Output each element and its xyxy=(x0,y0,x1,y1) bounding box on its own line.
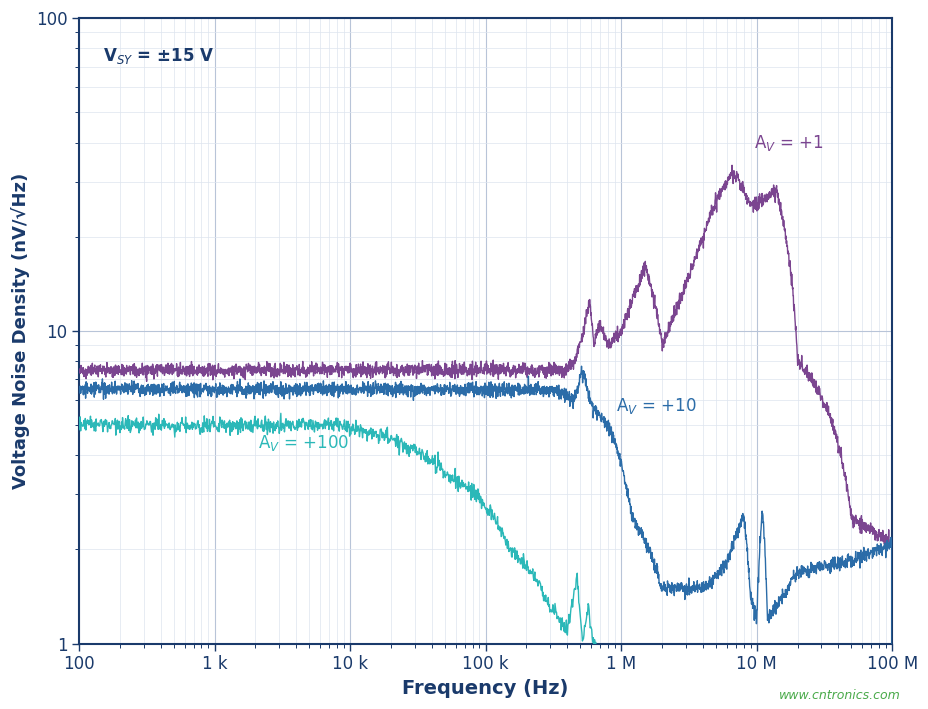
Text: A$_V$ = +1: A$_V$ = +1 xyxy=(754,133,823,153)
X-axis label: Frequency (Hz): Frequency (Hz) xyxy=(402,679,568,698)
Y-axis label: Voltage Noise Density (nV/√Hz): Voltage Noise Density (nV/√Hz) xyxy=(11,173,30,489)
Text: A$_V$ = +100: A$_V$ = +100 xyxy=(258,433,349,453)
Text: www.cntronics.com: www.cntronics.com xyxy=(779,689,900,702)
Text: A$_V$ = +10: A$_V$ = +10 xyxy=(615,396,695,416)
Text: V$_{SY}$ = ±15 V: V$_{SY}$ = ±15 V xyxy=(103,46,214,66)
